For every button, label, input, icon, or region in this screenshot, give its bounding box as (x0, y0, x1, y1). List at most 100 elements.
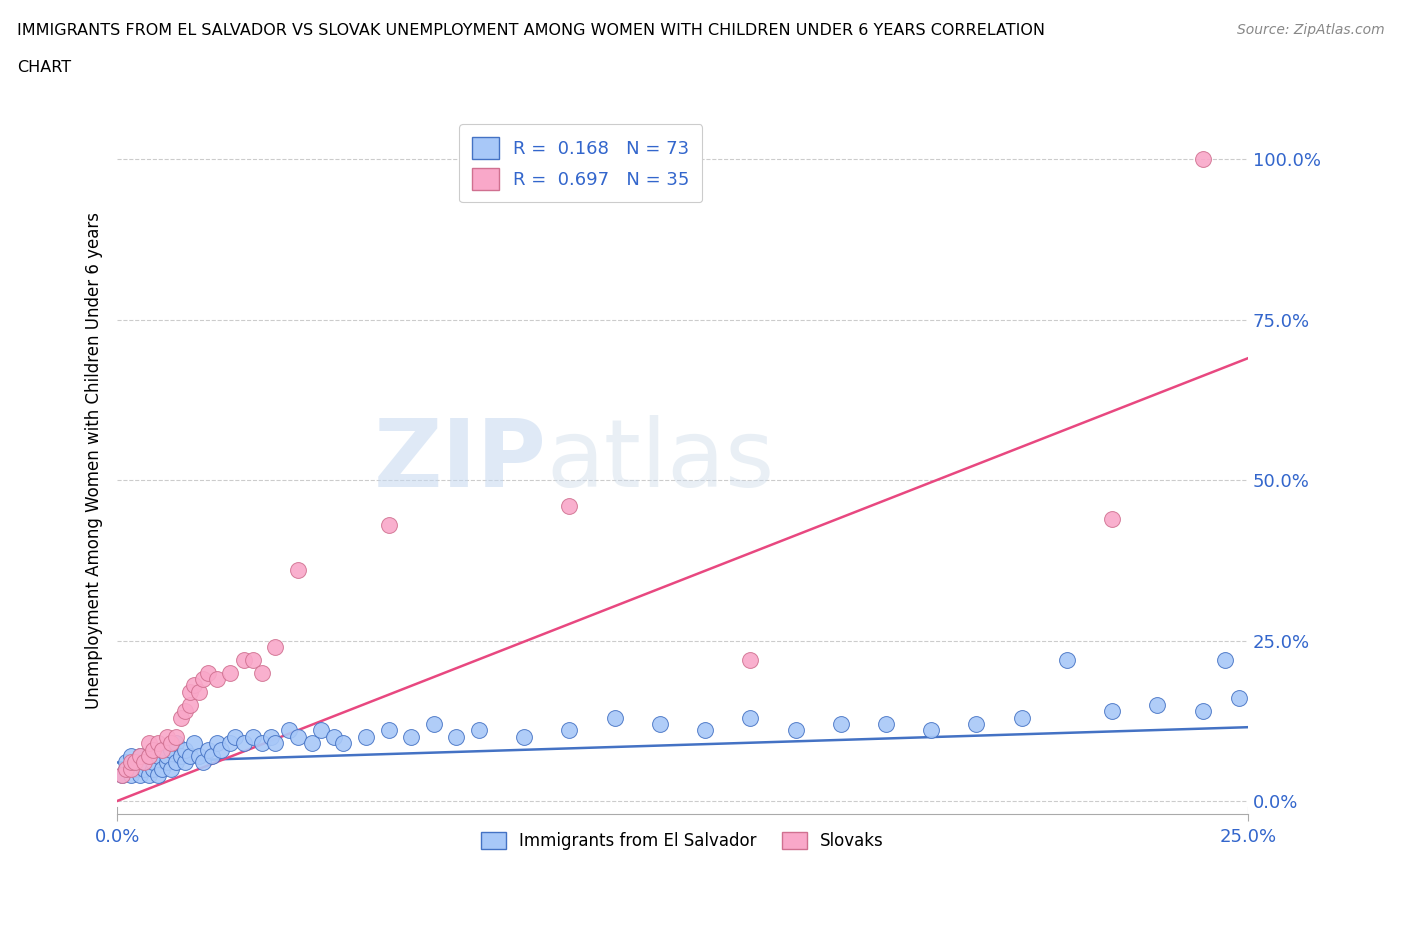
Point (250, 736, 273, 751)
Point (558, 723, 581, 737)
Point (219, 665, 242, 680)
Point (1191, 152, 1213, 166)
Point (920, 723, 942, 737)
Point (785, 723, 807, 737)
Point (209, 742, 232, 757)
Point (205, 671, 228, 686)
Point (224, 729, 246, 744)
Point (169, 749, 191, 764)
Point (111, 768, 134, 783)
Point (146, 736, 169, 751)
Point (332, 736, 354, 751)
Point (115, 755, 138, 770)
Point (128, 749, 150, 764)
Point (966, 716, 988, 731)
Point (1213, 652, 1236, 667)
Point (287, 729, 309, 744)
Point (260, 729, 283, 744)
Point (232, 652, 254, 667)
Point (232, 736, 254, 751)
Point (165, 736, 187, 751)
Point (146, 749, 169, 764)
Point (287, 563, 309, 578)
Point (169, 711, 191, 725)
Point (128, 749, 150, 764)
Point (120, 755, 142, 770)
Point (301, 736, 323, 751)
Point (124, 762, 146, 777)
Point (1227, 691, 1250, 706)
Point (1101, 512, 1123, 526)
Point (187, 684, 209, 699)
Point (740, 652, 762, 667)
Legend: Immigrants from El Salvador, Slovaks: Immigrants from El Salvador, Slovaks (472, 824, 893, 858)
Point (120, 762, 142, 777)
Point (165, 755, 187, 770)
Point (156, 729, 179, 744)
Point (603, 711, 626, 725)
Point (160, 736, 183, 751)
Point (138, 749, 160, 764)
Point (138, 768, 160, 783)
Point (875, 716, 897, 731)
Point (354, 729, 377, 744)
Point (142, 755, 165, 770)
Point (165, 729, 187, 744)
Point (156, 749, 179, 764)
Text: IMMIGRANTS FROM EL SALVADOR VS SLOVAK UNEMPLOYMENT AMONG WOMEN WITH CHILDREN UND: IMMIGRANTS FROM EL SALVADOR VS SLOVAK UN… (17, 23, 1045, 38)
Point (134, 762, 156, 777)
Point (423, 716, 446, 731)
Y-axis label: Unemployment Among Women with Children Under 6 years: Unemployment Among Women with Children U… (86, 212, 103, 710)
Point (183, 678, 205, 693)
Point (648, 716, 671, 731)
Point (242, 652, 264, 667)
Point (1101, 704, 1123, 719)
Point (160, 762, 183, 777)
Point (558, 498, 581, 513)
Point (179, 684, 201, 699)
Point (1146, 698, 1168, 712)
Point (513, 729, 536, 744)
Point (309, 723, 332, 737)
Point (183, 736, 205, 751)
Point (205, 736, 228, 751)
Point (179, 749, 201, 764)
Point (179, 698, 201, 712)
Text: CHART: CHART (17, 60, 70, 75)
Point (323, 729, 346, 744)
Point (278, 723, 301, 737)
Text: Source: ZipAtlas.com: Source: ZipAtlas.com (1237, 23, 1385, 37)
Point (120, 749, 142, 764)
Point (120, 768, 142, 783)
Point (1011, 711, 1033, 725)
Point (128, 768, 150, 783)
Point (115, 762, 138, 777)
Point (152, 762, 174, 777)
Point (134, 755, 156, 770)
Point (264, 640, 287, 655)
Point (156, 755, 179, 770)
Point (201, 749, 224, 764)
Point (191, 671, 214, 686)
Point (115, 762, 138, 777)
Point (830, 716, 852, 731)
Point (197, 665, 219, 680)
Point (174, 742, 197, 757)
Point (264, 736, 287, 751)
Point (134, 755, 156, 770)
Point (219, 736, 242, 751)
Point (187, 749, 209, 764)
Point (146, 768, 169, 783)
Point (740, 711, 762, 725)
Point (468, 723, 491, 737)
Point (174, 755, 197, 770)
Point (138, 749, 160, 764)
Point (250, 665, 273, 680)
Point (446, 729, 468, 744)
Point (160, 742, 183, 757)
Point (695, 723, 717, 737)
Point (124, 755, 146, 770)
Point (1191, 704, 1213, 719)
Point (242, 729, 264, 744)
Point (142, 762, 165, 777)
